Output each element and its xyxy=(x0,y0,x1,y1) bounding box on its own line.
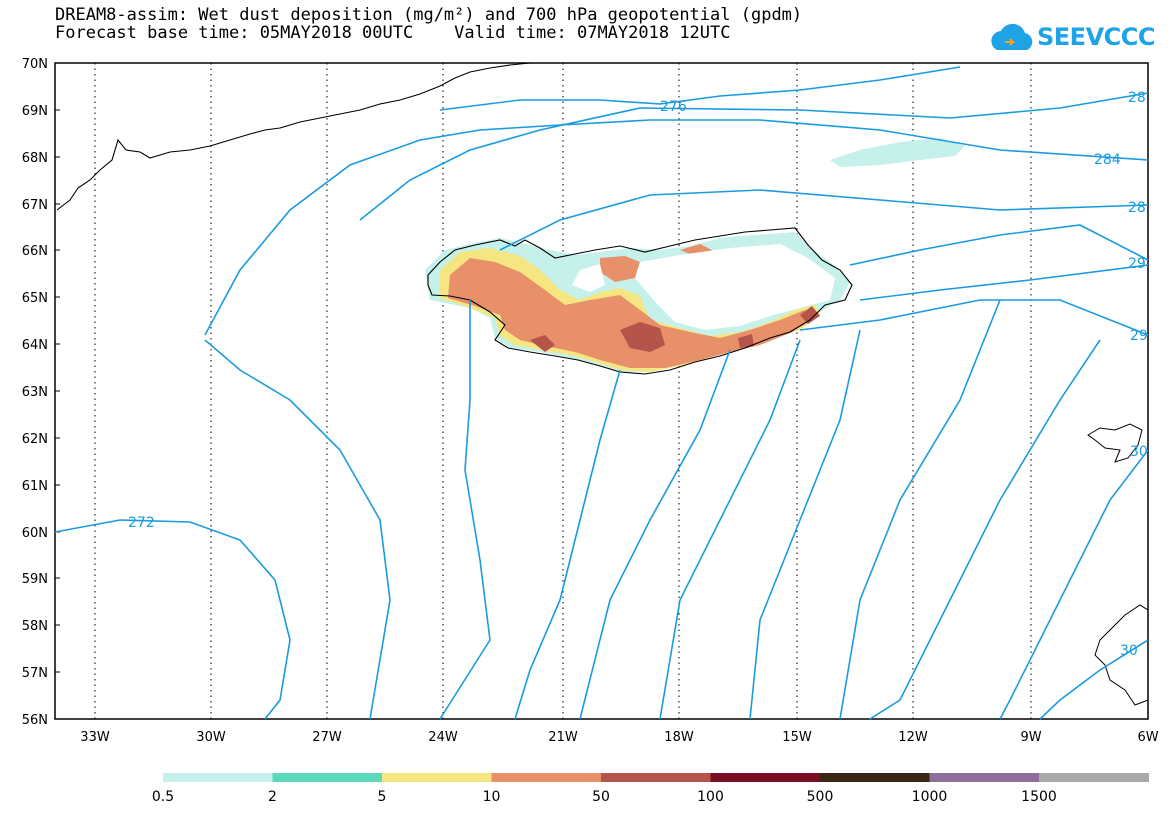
lon-label: 30W xyxy=(196,730,226,745)
colorbar-label: 10 xyxy=(483,789,501,805)
contour-label: 28 xyxy=(1128,200,1146,216)
lon-label: 9W xyxy=(1020,730,1041,745)
colorbar-label: 1000 xyxy=(912,789,948,805)
lat-label: 68N xyxy=(22,151,48,166)
dust-patch-east xyxy=(830,138,965,167)
lat-label: 58N xyxy=(22,619,48,634)
lon-label: 21W xyxy=(548,730,578,745)
chart-subtitle: Forecast base time: 05MAY2018 00UTC Vali… xyxy=(55,23,731,43)
lon-label: 6W xyxy=(1137,730,1158,745)
lon-labels: 33W 30W 27W 24W 21W 18W 15W 12W 9W 6W xyxy=(80,730,1158,745)
lon-label: 18W xyxy=(664,730,694,745)
colorbar-label: 1500 xyxy=(1021,789,1057,805)
map-frame xyxy=(54,62,1149,720)
lat-label: 56N xyxy=(22,713,48,728)
colorbar-swatch xyxy=(163,773,273,782)
lon-label: 12W xyxy=(898,730,928,745)
contour-label: 30 xyxy=(1130,444,1148,460)
colorbar-swatch xyxy=(491,773,602,782)
lat-label: 61N xyxy=(22,479,48,494)
cloud-icon xyxy=(991,23,1033,50)
colorbar-swatch xyxy=(1039,773,1149,782)
colorbar-label: 500 xyxy=(807,789,834,805)
logo-text: SEEVCCC xyxy=(1037,23,1156,51)
scotland-coast xyxy=(1094,604,1149,706)
lon-label: 33W xyxy=(80,730,110,745)
iceland-dust-deposition xyxy=(425,232,850,372)
greenland-coast xyxy=(56,62,531,211)
colorbar-swatch xyxy=(382,773,492,782)
colorbar-label: 0.5 xyxy=(152,789,174,805)
colorbar-label: 2 xyxy=(268,789,277,805)
lat-label: 63N xyxy=(22,385,48,400)
contour-label: 272 xyxy=(128,515,155,531)
lat-label: 69N xyxy=(22,104,48,119)
lat-label: 70N xyxy=(22,57,48,72)
colorbar-legend: 0.5 2 5 10 50 100 500 1000 1500 xyxy=(152,773,1149,805)
iceland-coast xyxy=(427,227,853,375)
colorbar-swatch xyxy=(601,773,711,782)
contour-label: 29 xyxy=(1128,256,1146,272)
contour-label: 28 xyxy=(1128,90,1146,106)
lat-label: 57N xyxy=(22,666,48,681)
contour-label: 276 xyxy=(660,99,687,115)
contour-labels: 276 28 284 28 29 29 30 30 272 xyxy=(128,90,1148,659)
faroe-coast xyxy=(1087,423,1143,463)
contour-label: 284 xyxy=(1094,152,1121,168)
lon-label: 24W xyxy=(428,730,458,745)
lat-label: 62N xyxy=(22,432,48,447)
colorbar-swatch xyxy=(272,773,383,782)
colorbar-label: 50 xyxy=(592,789,610,805)
lat-labels: 70N 69N 68N 67N 66N 65N 64N 63N 62N 61N … xyxy=(22,57,48,728)
colorbar-swatch xyxy=(710,773,821,782)
lat-label: 66N xyxy=(22,244,48,259)
lat-label: 60N xyxy=(22,526,48,541)
colorbar-swatch xyxy=(929,773,1040,782)
lat-label: 59N xyxy=(22,572,48,587)
contour-label: 29 xyxy=(1130,328,1148,344)
lat-label: 67N xyxy=(22,198,48,213)
lat-label: 64N xyxy=(22,338,48,353)
colorbar-label: 5 xyxy=(378,789,387,805)
colorbar-swatch xyxy=(820,773,930,782)
geopotential-contours xyxy=(54,66,1149,720)
lat-label: 65N xyxy=(22,291,48,306)
contour-label: 30 xyxy=(1120,643,1138,659)
chart-title: DREAM8-assim: Wet dust deposition (mg/m²… xyxy=(55,5,803,25)
lon-label: 15W xyxy=(782,730,812,745)
lon-label: 27W xyxy=(312,730,342,745)
colorbar-label: 100 xyxy=(697,789,724,805)
